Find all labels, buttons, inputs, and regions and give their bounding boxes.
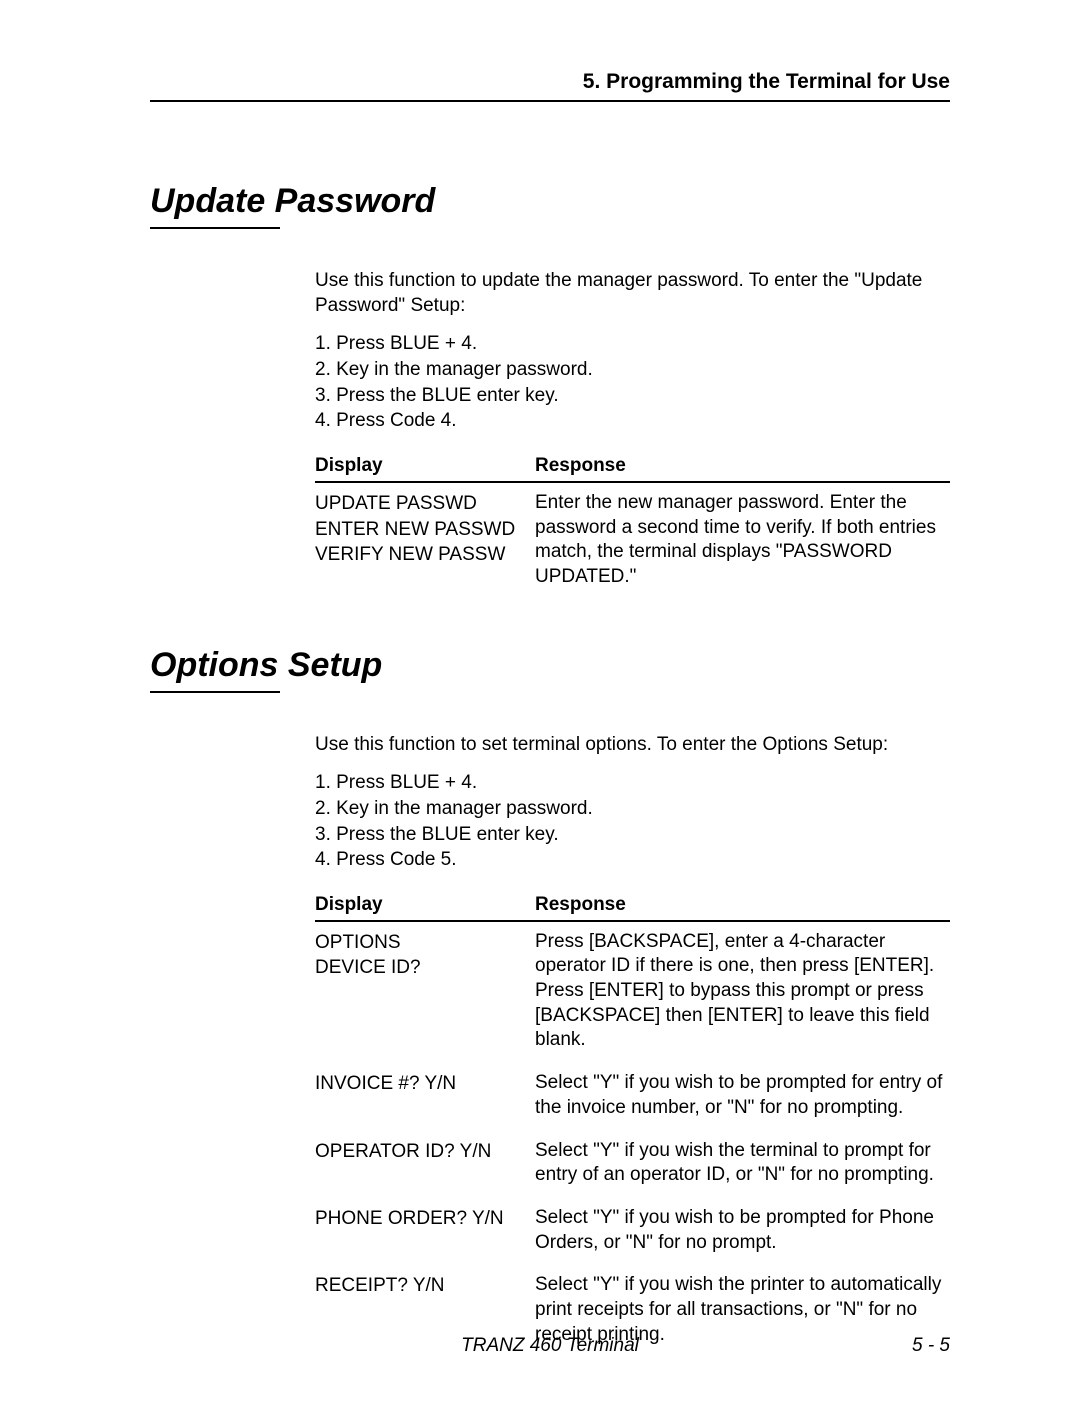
table-row: OPTIONS DEVICE ID? Press [BACKSPACE], en… bbox=[315, 930, 950, 1053]
page-footer: TRANZ 460 Terminal 5 - 5 bbox=[150, 1335, 950, 1357]
header-response: Response bbox=[535, 454, 950, 479]
table-row: UPDATE PASSWD ENTER NEW PASSWD VERIFY NE… bbox=[315, 491, 950, 590]
section-body-update-password: Use this function to update the manager … bbox=[315, 269, 950, 590]
step: 3. Press the BLUE enter key. bbox=[315, 823, 950, 848]
section-rule bbox=[150, 227, 280, 229]
section-title-options-setup: Options Setup bbox=[150, 646, 950, 685]
display-line: UPDATE PASSWD bbox=[315, 492, 535, 517]
step: 4. Press Code 5. bbox=[315, 848, 950, 873]
display-line: ENTER NEW PASSWD bbox=[315, 518, 535, 543]
display-line: OPTIONS bbox=[315, 931, 535, 956]
table-row: INVOICE #? Y/N Select "Y" if you wish to… bbox=[315, 1071, 950, 1120]
display-cell: INVOICE #? Y/N bbox=[315, 1071, 535, 1120]
display-line: DEVICE ID? bbox=[315, 956, 535, 981]
step: 2. Key in the manager password. bbox=[315, 797, 950, 822]
step: 3. Press the BLUE enter key. bbox=[315, 384, 950, 409]
steps-list: 1. Press BLUE + 4. 2. Key in the manager… bbox=[315, 771, 950, 873]
page: 5. Programming the Terminal for Use Upda… bbox=[0, 0, 1080, 1405]
step: 4. Press Code 4. bbox=[315, 409, 950, 434]
step: 1. Press BLUE + 4. bbox=[315, 771, 950, 796]
display-cell: UPDATE PASSWD ENTER NEW PASSWD VERIFY NE… bbox=[315, 491, 535, 590]
response-cell: Press [BACKSPACE], enter a 4-character o… bbox=[535, 930, 950, 1053]
display-cell: OPERATOR ID? Y/N bbox=[315, 1139, 535, 1188]
step: 2. Key in the manager password. bbox=[315, 358, 950, 383]
response-cell: Select "Y" if you wish to be prompted fo… bbox=[535, 1071, 950, 1120]
table-header: Display Response bbox=[315, 454, 950, 483]
section-title-update-password: Update Password bbox=[150, 182, 950, 221]
display-cell: OPTIONS DEVICE ID? bbox=[315, 930, 535, 1053]
footer-center: TRANZ 460 Terminal bbox=[150, 1335, 950, 1357]
display-line: RECEIPT? Y/N bbox=[315, 1274, 535, 1299]
display-line: OPERATOR ID? Y/N bbox=[315, 1140, 535, 1165]
response-cell: Select "Y" if you wish to be prompted fo… bbox=[535, 1206, 950, 1255]
intro-text: Use this function to update the manager … bbox=[315, 269, 950, 318]
steps-list: 1. Press BLUE + 4. 2. Key in the manager… bbox=[315, 332, 950, 434]
response-cell: Select "Y" if you wish the terminal to p… bbox=[535, 1139, 950, 1188]
chapter-header: 5. Programming the Terminal for Use bbox=[150, 70, 950, 102]
header-display: Display bbox=[315, 893, 535, 918]
table-row: PHONE ORDER? Y/N Select "Y" if you wish … bbox=[315, 1206, 950, 1255]
table-row: OPERATOR ID? Y/N Select "Y" if you wish … bbox=[315, 1139, 950, 1188]
step: 1. Press BLUE + 4. bbox=[315, 332, 950, 357]
table-header: Display Response bbox=[315, 893, 950, 922]
header-response: Response bbox=[535, 893, 950, 918]
display-line: VERIFY NEW PASSW bbox=[315, 543, 535, 568]
display-line: PHONE ORDER? Y/N bbox=[315, 1207, 535, 1232]
intro-text: Use this function to set terminal option… bbox=[315, 733, 950, 758]
response-cell: Enter the new manager password. Enter th… bbox=[535, 491, 950, 590]
section-rule bbox=[150, 691, 280, 693]
display-cell: PHONE ORDER? Y/N bbox=[315, 1206, 535, 1255]
header-display: Display bbox=[315, 454, 535, 479]
section-body-options-setup: Use this function to set terminal option… bbox=[315, 733, 950, 1348]
display-line: INVOICE #? Y/N bbox=[315, 1072, 535, 1097]
